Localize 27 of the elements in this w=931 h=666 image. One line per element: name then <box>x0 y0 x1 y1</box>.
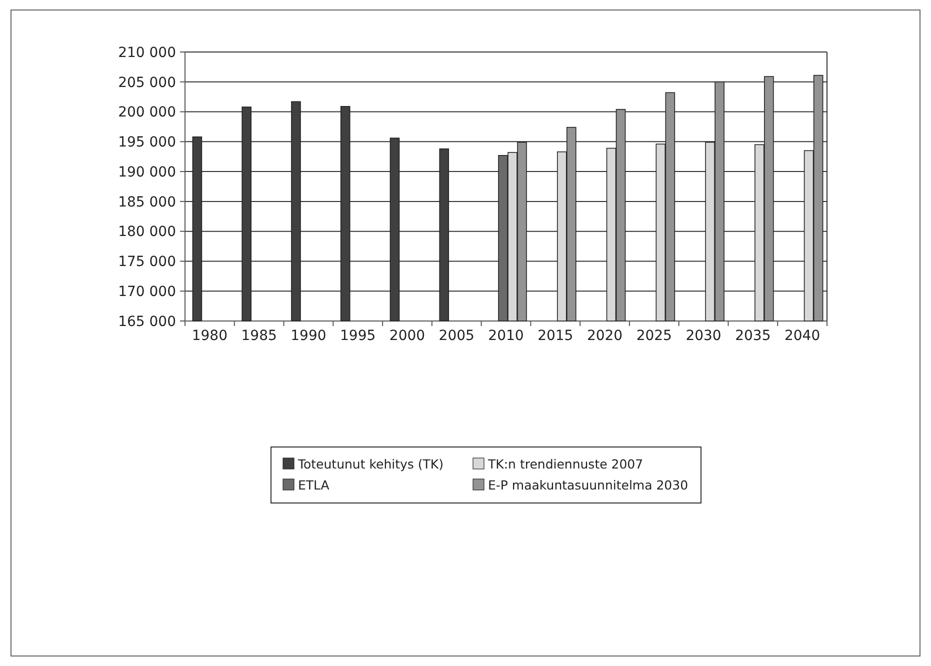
x-tick-label: 2025 <box>636 328 672 344</box>
y-tick-label: 195 000 <box>118 134 176 151</box>
x-tick-label: 2005 <box>438 328 474 344</box>
legend-label: TK:n trendiennuste 2007 <box>487 456 644 472</box>
y-tick-label: 165 000 <box>118 314 176 330</box>
y-tick-label: 175 000 <box>118 254 176 270</box>
x-tick-label: 2030 <box>686 328 722 344</box>
y-tick-label: 180 000 <box>118 224 176 240</box>
legend-label: E-P maakuntasuunnitelma 2030 <box>488 477 688 492</box>
x-tick-label: 2035 <box>735 328 771 344</box>
y-tick-label: 190 000 <box>118 164 176 180</box>
x-tick-label: 1995 <box>340 328 376 344</box>
y-tick-label: 205 000 <box>118 74 176 91</box>
y-tick-label: 170 000 <box>118 284 176 300</box>
x-tick-label: 2010 <box>488 328 524 344</box>
y-tick-label: 200 000 <box>118 104 176 121</box>
x-tick-label: 2000 <box>389 328 426 344</box>
x-tick-label: 2015 <box>538 328 574 344</box>
x-tick-label: 2040 <box>784 328 820 344</box>
x-tick-label: 1985 <box>241 328 277 344</box>
x-tick-label: 1980 <box>192 328 228 344</box>
y-tick-label: 210 000 <box>118 44 176 61</box>
y-tick-label: 185 000 <box>118 194 176 210</box>
legend-label: Toteutunut kehitys (TK) <box>297 456 444 472</box>
x-tick-label: 2020 <box>586 328 623 344</box>
legend-label: ETLA <box>298 477 330 492</box>
x-tick-label: 1990 <box>290 328 326 344</box>
